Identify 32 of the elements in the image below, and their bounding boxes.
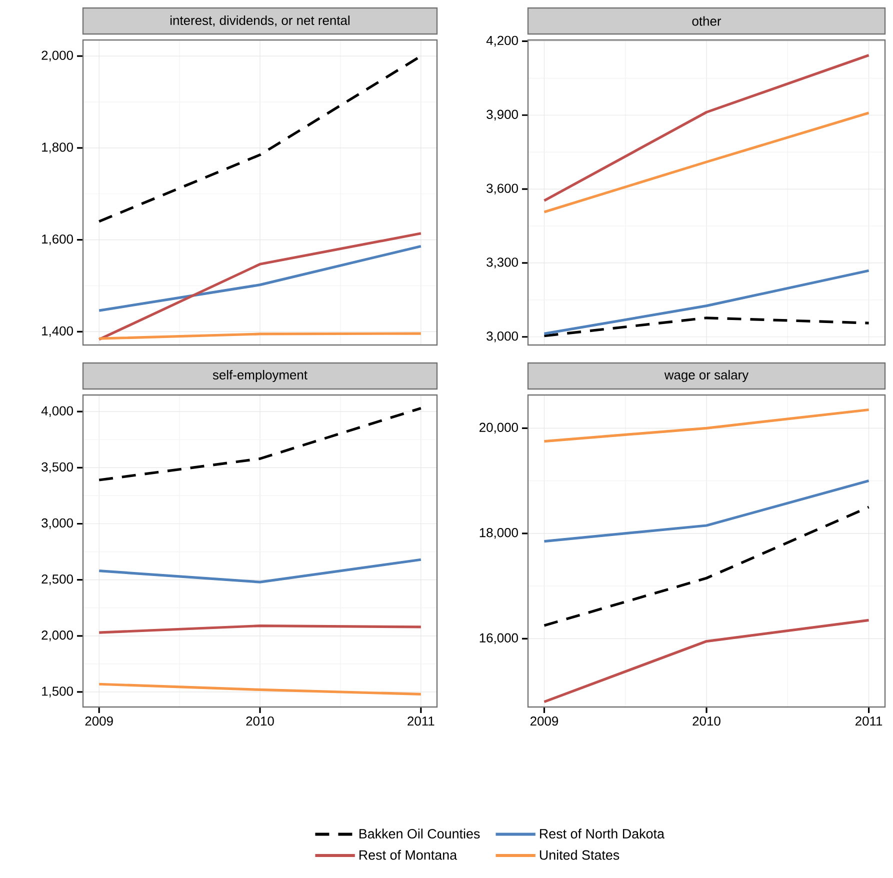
legend-label: Rest of Montana <box>359 850 458 860</box>
x-tick-label: 2010 <box>246 716 274 726</box>
y-tick-label: 3,600 <box>486 184 518 194</box>
y-tick-label: 2,000 <box>42 630 73 642</box>
x-tick-label: 2009 <box>530 716 558 726</box>
y-tick-label: 20,000 <box>480 422 518 434</box>
y-tick-label: 1,800 <box>42 142 73 154</box>
legend-label: United States <box>540 850 620 860</box>
x-tick-label: 2010 <box>692 716 720 726</box>
y-tick-label: 2,000 <box>42 50 73 62</box>
x-tick-label: 2011 <box>408 716 434 726</box>
y-tick-label: 4,200 <box>486 36 518 47</box>
y-tick-label: 3,300 <box>486 258 518 268</box>
y-tick-label: 1,600 <box>42 234 73 246</box>
legend-label: Bakken Oil Counties <box>359 828 480 839</box>
y-tick-label: 18,000 <box>480 528 518 539</box>
y-tick-label: 3,000 <box>42 518 73 530</box>
x-tick-label: 2009 <box>85 716 113 726</box>
y-tick-label: 3,000 <box>486 332 518 342</box>
y-tick-label: 3,900 <box>486 110 518 120</box>
x-tick-label: 2011 <box>856 716 882 726</box>
legend-label: Rest of North Dakota <box>540 828 664 839</box>
y-tick-label: 1,400 <box>42 326 73 338</box>
y-tick-label: 2,500 <box>42 574 73 586</box>
chart-title: self-employment <box>212 370 308 382</box>
y-tick-label: 4,000 <box>41 406 73 417</box>
chart-title: wage or salary <box>664 370 749 382</box>
chart-title: other <box>692 16 722 26</box>
y-tick-label: 1,500 <box>42 686 73 698</box>
y-tick-label: 3,500 <box>42 462 73 474</box>
chart-title: interest, dividends, or net rental <box>170 15 350 27</box>
y-tick-label: 16,000 <box>480 633 518 644</box>
